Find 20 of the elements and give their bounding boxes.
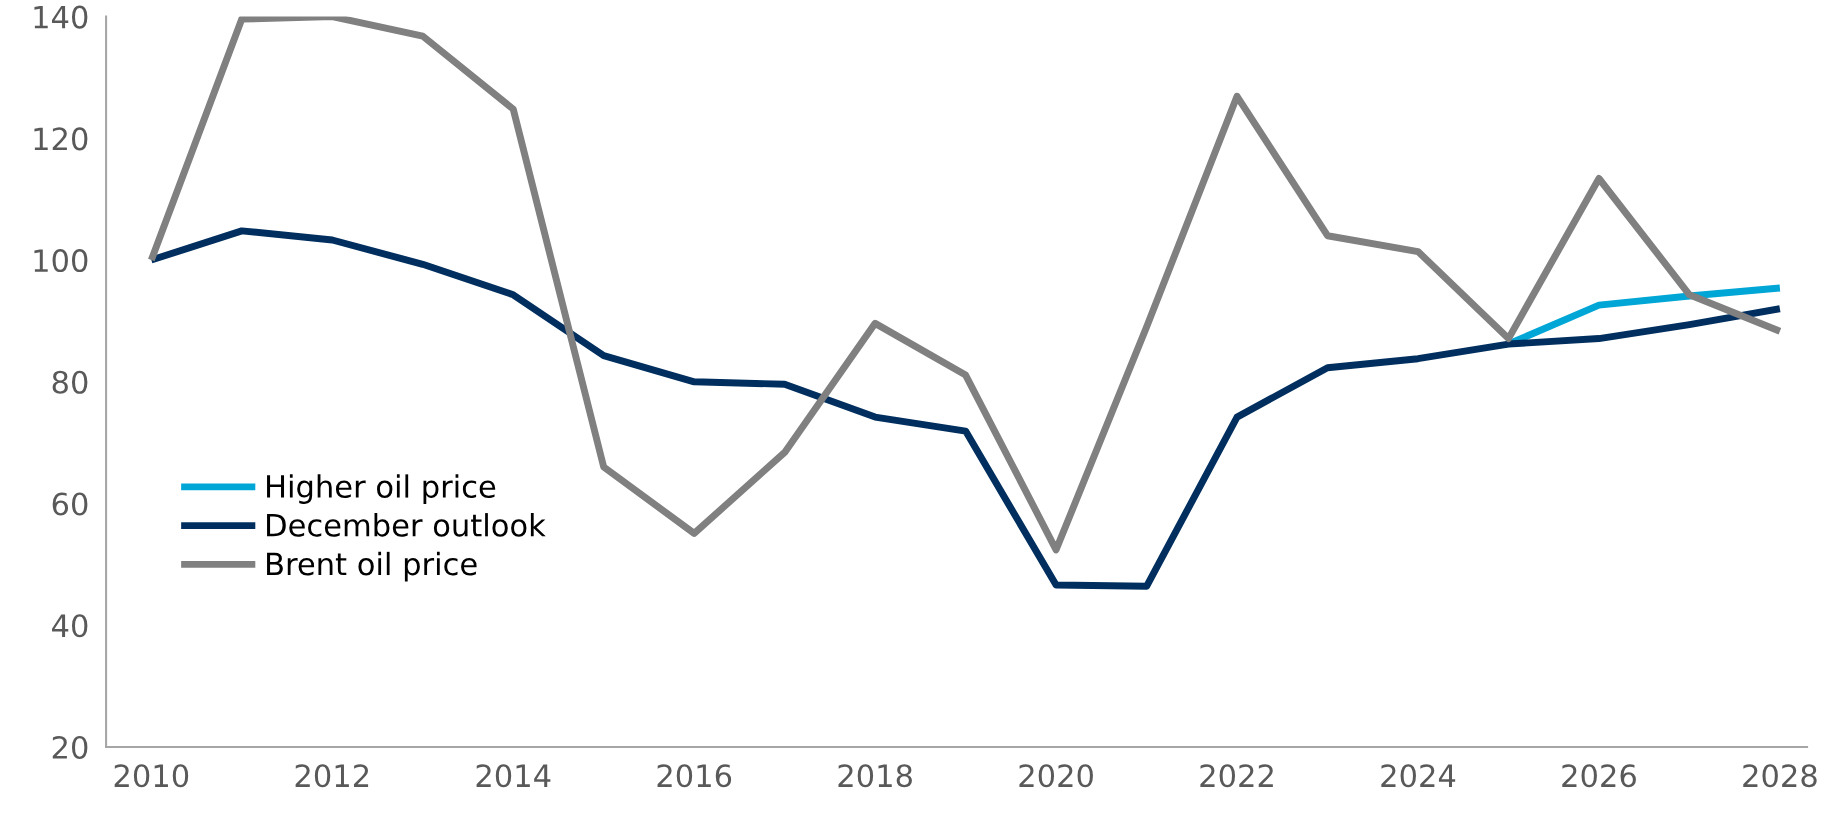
- x-tick-label: 2012: [295, 764, 369, 788]
- x-tick-label: 2010: [114, 764, 189, 788]
- y-tick-label: 40: [52, 614, 88, 638]
- legend-label: Higher oil price: [267, 474, 496, 504]
- legend-label: Brent oil price: [267, 551, 477, 582]
- y-tick-label: 100: [34, 249, 88, 273]
- legend-label: December outlook: [267, 513, 546, 537]
- y-tick-label: 140: [34, 5, 88, 29]
- y-tick-label: 60: [52, 492, 88, 516]
- x-tick-label: 2028: [1743, 764, 1817, 788]
- x-tick-label: 2024: [1381, 764, 1456, 788]
- y-tick-label: 120: [34, 127, 88, 151]
- x-tick-label: 2026: [1562, 764, 1636, 788]
- x-tick-label: 2020: [1019, 764, 1093, 788]
- x-tick-label: 2016: [657, 764, 732, 788]
- x-tick-label: 2022: [1200, 764, 1273, 788]
- y-tick-label: 20: [52, 735, 88, 760]
- y-tick-label: 80: [52, 370, 88, 394]
- x-tick-label: 2014: [476, 764, 551, 788]
- x-tick-label: 2018: [838, 764, 912, 788]
